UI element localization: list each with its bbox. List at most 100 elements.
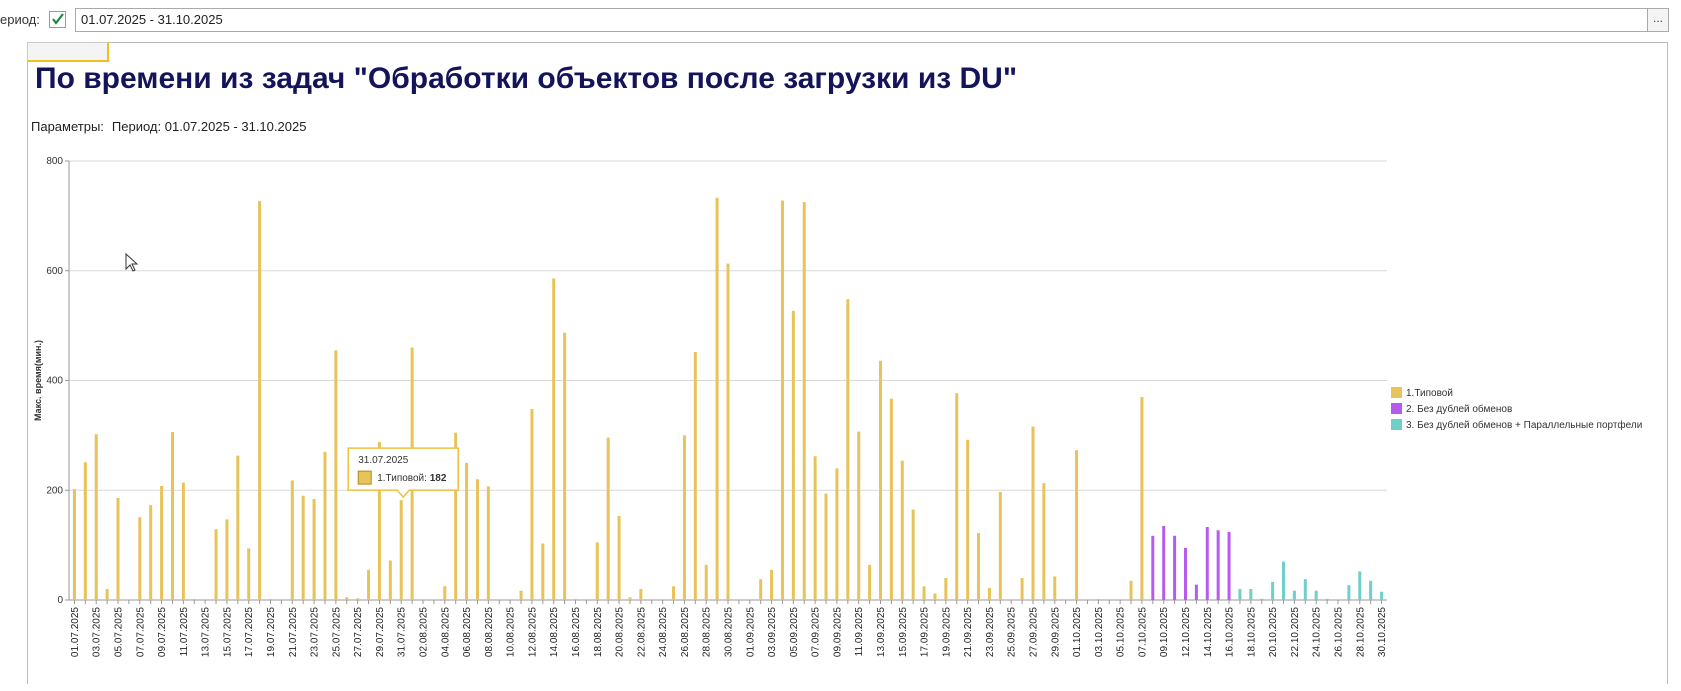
x-tick-label: 07.07.2025	[135, 607, 146, 657]
tooltip-colon: :	[424, 473, 430, 484]
bar	[672, 586, 676, 600]
x-tick-label: 25.07.2025	[331, 607, 342, 657]
bar	[486, 486, 490, 600]
bar	[1129, 580, 1133, 600]
x-tick-label: 22.08.2025	[636, 607, 647, 657]
bar	[791, 310, 795, 600]
legend-label: 2. Без дублей обменов	[1406, 403, 1512, 415]
x-tick-label: 24.08.2025	[658, 607, 669, 657]
bar	[1249, 589, 1253, 600]
x-tick-label: 06.08.2025	[462, 607, 473, 657]
bar	[519, 590, 523, 600]
bar	[345, 597, 349, 600]
x-tick-label: 12.10.2025	[1181, 607, 1192, 657]
bar	[214, 529, 218, 600]
y-tick-label: 0	[57, 595, 63, 606]
bar	[443, 586, 447, 600]
bar	[1216, 530, 1220, 600]
legend-label: 1.Типовой	[1406, 388, 1453, 399]
bar	[563, 332, 567, 600]
x-tick-label: 21.09.2025	[963, 607, 974, 657]
bar	[933, 593, 937, 600]
x-tick-label: 28.10.2025	[1355, 607, 1366, 657]
x-tick-label: 26.10.2025	[1333, 607, 1344, 657]
bar	[399, 500, 403, 600]
report-title: По времени из задач "Обработки объектов …	[35, 62, 1018, 95]
bar	[1260, 598, 1264, 600]
bar	[977, 533, 981, 600]
report-tab[interactable]	[27, 42, 109, 62]
bar	[1183, 547, 1187, 600]
period-checkbox[interactable]	[49, 11, 66, 28]
x-tick-label: 20.10.2025	[1268, 607, 1279, 657]
bar	[1292, 590, 1296, 600]
x-tick-label: 27.07.2025	[353, 607, 364, 657]
bar	[857, 431, 861, 600]
tooltip-category: 31.07.2025	[358, 455, 408, 466]
bar	[922, 586, 926, 600]
bar	[1314, 590, 1318, 600]
bar	[170, 432, 174, 600]
bar	[617, 516, 621, 600]
bar	[1162, 525, 1166, 600]
cursor	[125, 252, 139, 272]
bar	[138, 517, 142, 600]
bar	[955, 393, 959, 600]
bar	[1096, 598, 1100, 600]
x-tick-label: 18.10.2025	[1246, 607, 1257, 657]
bar	[1325, 598, 1329, 600]
bar	[574, 598, 578, 600]
bar	[704, 564, 708, 600]
x-tick-label: 03.09.2025	[767, 607, 778, 657]
x-tick-label: 13.07.2025	[201, 607, 212, 657]
bar	[1238, 589, 1242, 600]
bar	[1020, 578, 1024, 600]
x-tick-label: 07.09.2025	[811, 607, 822, 657]
x-tick-label: 08.08.2025	[484, 607, 495, 657]
bar	[889, 398, 893, 600]
bar	[1140, 396, 1144, 600]
x-tick-label: 15.07.2025	[222, 607, 233, 657]
bar	[846, 299, 850, 600]
bar	[1075, 450, 1079, 600]
x-tick-label: 19.09.2025	[941, 607, 952, 657]
bar	[149, 505, 153, 600]
x-tick-label: 20.08.2025	[615, 607, 626, 657]
x-tick-label: 28.08.2025	[702, 607, 713, 657]
x-tick-label: 02.08.2025	[419, 607, 430, 657]
bar	[715, 197, 719, 601]
x-tick-label: 30.10.2025	[1377, 607, 1388, 657]
bar	[639, 589, 643, 600]
bar	[160, 485, 164, 600]
bar	[770, 569, 774, 600]
legend-swatch	[1391, 387, 1402, 398]
x-tick-label: 07.10.2025	[1137, 607, 1148, 657]
bar	[1053, 576, 1057, 600]
bar	[388, 560, 392, 600]
legend-label: 3. Без дублей обменов + Параллельные пор…	[1406, 419, 1642, 431]
bar	[878, 360, 882, 600]
bar	[1205, 527, 1209, 600]
x-tick-label: 31.07.2025	[397, 607, 408, 657]
tooltip-box	[347, 447, 459, 499]
bar	[552, 278, 556, 600]
bar	[236, 455, 240, 600]
x-tick-label: 03.10.2025	[1094, 607, 1105, 657]
y-tick-label: 800	[46, 156, 63, 167]
x-tick-label: 30.08.2025	[724, 607, 735, 657]
x-tick-label: 17.07.2025	[244, 607, 255, 657]
x-tick-label: 27.09.2025	[1028, 607, 1039, 657]
x-tick-label: 01.10.2025	[1072, 607, 1083, 657]
x-tick-label: 14.10.2025	[1203, 607, 1214, 657]
bar	[824, 493, 828, 600]
period-picker[interactable]: ...	[1647, 8, 1669, 32]
x-tick-label: 26.08.2025	[680, 607, 691, 657]
bar	[475, 479, 479, 600]
bar	[813, 456, 817, 600]
bar	[835, 468, 839, 600]
bar	[606, 437, 610, 600]
bar	[1358, 571, 1362, 600]
x-tick-label: 17.09.2025	[920, 607, 931, 657]
x-tick-label: 23.07.2025	[310, 607, 321, 657]
x-tick-label: 29.07.2025	[375, 607, 386, 657]
